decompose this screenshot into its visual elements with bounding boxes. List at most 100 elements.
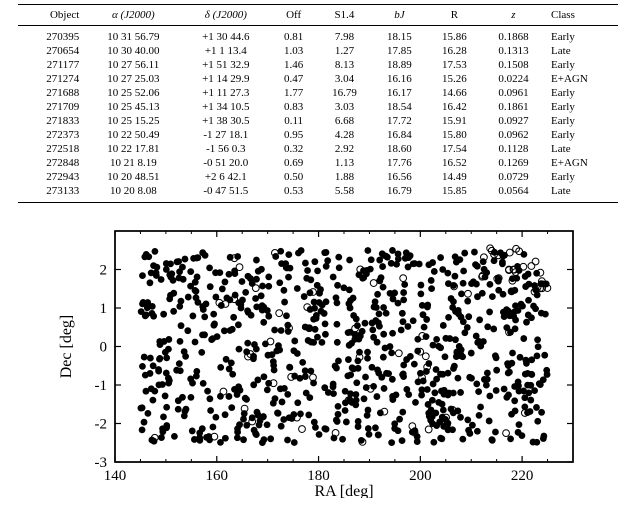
cell-off: 0.95 bbox=[270, 128, 317, 142]
col-s14: S1.4 bbox=[317, 5, 372, 26]
cell-dec: +2 6 42.1 bbox=[181, 170, 270, 184]
cell-class: Late bbox=[545, 44, 618, 58]
cell-R: 14.66 bbox=[427, 86, 482, 100]
cell-bj: 17.76 bbox=[372, 156, 427, 170]
cell-bj: 16.79 bbox=[372, 184, 427, 203]
cell-R: 15.80 bbox=[427, 128, 482, 142]
table-row: 27237310 22 50.49-1 27 18.10.954.2816.84… bbox=[18, 128, 618, 142]
table-row: 27251810 22 17.81-1 56 0.30.322.9218.601… bbox=[18, 142, 618, 156]
cell-ra: 10 25 15.25 bbox=[85, 114, 181, 128]
svg-text:1: 1 bbox=[100, 301, 108, 317]
cell-dec: -1 27 18.1 bbox=[181, 128, 270, 142]
cell-object: 272943 bbox=[18, 170, 85, 184]
svg-text:140: 140 bbox=[104, 468, 127, 484]
cell-ra: 10 30 40.00 bbox=[85, 44, 181, 58]
cell-s14: 7.98 bbox=[317, 26, 372, 45]
cell-s14: 8.13 bbox=[317, 58, 372, 72]
cell-ra: 10 22 50.49 bbox=[85, 128, 181, 142]
cell-s14: 6.68 bbox=[317, 114, 372, 128]
cell-bj: 16.84 bbox=[372, 128, 427, 142]
svg-text:-3: -3 bbox=[95, 455, 108, 471]
cell-dec: +1 38 30.5 bbox=[181, 114, 270, 128]
table-row: 27065410 30 40.00+1 1 13.41.031.2717.851… bbox=[18, 44, 618, 58]
cell-ra: 10 20 8.08 bbox=[85, 184, 181, 203]
cell-class: Early bbox=[545, 86, 618, 100]
table-row: 27168810 25 52.06+1 11 27.31.7716.7916.1… bbox=[18, 86, 618, 100]
cell-dec: -0 47 51.5 bbox=[181, 184, 270, 203]
cell-z: 0.0961 bbox=[482, 86, 545, 100]
cell-ra: 10 20 48.51 bbox=[85, 170, 181, 184]
cell-object: 271709 bbox=[18, 100, 85, 114]
cell-off: 0.81 bbox=[270, 26, 317, 45]
cell-R: 17.54 bbox=[427, 142, 482, 156]
svg-text:200: 200 bbox=[409, 468, 432, 484]
cell-object: 271177 bbox=[18, 58, 85, 72]
cell-z: 0.1861 bbox=[482, 100, 545, 114]
catalog-table: Object α (J2000) δ (J2000) Off S1.4 bJ R… bbox=[18, 4, 618, 203]
cell-s14: 4.28 bbox=[317, 128, 372, 142]
x-axis-label: RA [deg] bbox=[314, 483, 373, 498]
cell-z: 0.1269 bbox=[482, 156, 545, 170]
cell-R: 16.52 bbox=[427, 156, 482, 170]
cell-bj: 16.17 bbox=[372, 86, 427, 100]
cell-s14: 2.92 bbox=[317, 142, 372, 156]
table-row: 27183310 25 15.25+1 38 30.50.116.6817.72… bbox=[18, 114, 618, 128]
col-object: Object bbox=[18, 5, 85, 26]
table-row: 27039510 31 56.79+1 30 44.60.817.9818.15… bbox=[18, 26, 618, 45]
cell-class: Late bbox=[545, 142, 618, 156]
cell-class: Early bbox=[545, 58, 618, 72]
table-row: 27117710 27 56.11+1 51 32.91.468.1318.89… bbox=[18, 58, 618, 72]
cell-R: 15.26 bbox=[427, 72, 482, 86]
cell-dec: +1 1 13.4 bbox=[181, 44, 270, 58]
cell-off: 0.47 bbox=[270, 72, 317, 86]
cell-bj: 18.89 bbox=[372, 58, 427, 72]
cell-off: 0.11 bbox=[270, 114, 317, 128]
cell-ra: 10 31 56.79 bbox=[85, 26, 181, 45]
cell-off: 1.03 bbox=[270, 44, 317, 58]
cell-z: 0.0224 bbox=[482, 72, 545, 86]
col-off: Off bbox=[270, 5, 317, 26]
cell-class: Early bbox=[545, 100, 618, 114]
cell-s14: 3.04 bbox=[317, 72, 372, 86]
col-R: R bbox=[427, 5, 482, 26]
cell-R: 15.91 bbox=[427, 114, 482, 128]
cell-class: Early bbox=[545, 26, 618, 45]
cell-ra: 10 25 52.06 bbox=[85, 86, 181, 100]
cell-bj: 17.72 bbox=[372, 114, 427, 128]
col-bj: bJ bbox=[372, 5, 427, 26]
cell-bj: 17.85 bbox=[372, 44, 427, 58]
cell-z: 0.0927 bbox=[482, 114, 545, 128]
col-class: Class bbox=[545, 5, 618, 26]
cell-ra: 10 25 45.13 bbox=[85, 100, 181, 114]
cell-object: 270395 bbox=[18, 26, 85, 45]
table-row: 27170910 25 45.13+1 34 10.50.833.0318.54… bbox=[18, 100, 618, 114]
cell-bj: 18.15 bbox=[372, 26, 427, 45]
cell-object: 273133 bbox=[18, 184, 85, 203]
cell-dec: +1 14 29.9 bbox=[181, 72, 270, 86]
cell-dec: +1 51 32.9 bbox=[181, 58, 270, 72]
cell-dec: +1 11 27.3 bbox=[181, 86, 270, 100]
cell-off: 1.46 bbox=[270, 58, 317, 72]
svg-text:-1: -1 bbox=[95, 378, 108, 394]
cell-s14: 1.27 bbox=[317, 44, 372, 58]
table-row: 27127410 27 25.03+1 14 29.90.473.0416.16… bbox=[18, 72, 618, 86]
cell-class: Late bbox=[545, 184, 618, 203]
cell-class: Early bbox=[545, 170, 618, 184]
col-ra: α (J2000) bbox=[85, 5, 181, 26]
cell-s14: 16.79 bbox=[317, 86, 372, 100]
cell-dec: +1 30 44.6 bbox=[181, 26, 270, 45]
svg-text:220: 220 bbox=[511, 468, 533, 484]
cell-dec: +1 34 10.5 bbox=[181, 100, 270, 114]
cell-off: 0.69 bbox=[270, 156, 317, 170]
cell-R: 15.85 bbox=[427, 184, 482, 203]
cell-s14: 1.13 bbox=[317, 156, 372, 170]
cell-R: 17.53 bbox=[427, 58, 482, 72]
cell-s14: 1.88 bbox=[317, 170, 372, 184]
cell-dec: -1 56 0.3 bbox=[181, 142, 270, 156]
cell-z: 0.0564 bbox=[482, 184, 545, 203]
cell-off: 0.50 bbox=[270, 170, 317, 184]
cell-ra: 10 27 56.11 bbox=[85, 58, 181, 72]
cell-off: 1.77 bbox=[270, 86, 317, 100]
cell-ra: 10 27 25.03 bbox=[85, 72, 181, 86]
svg-text:-2: -2 bbox=[95, 417, 108, 433]
